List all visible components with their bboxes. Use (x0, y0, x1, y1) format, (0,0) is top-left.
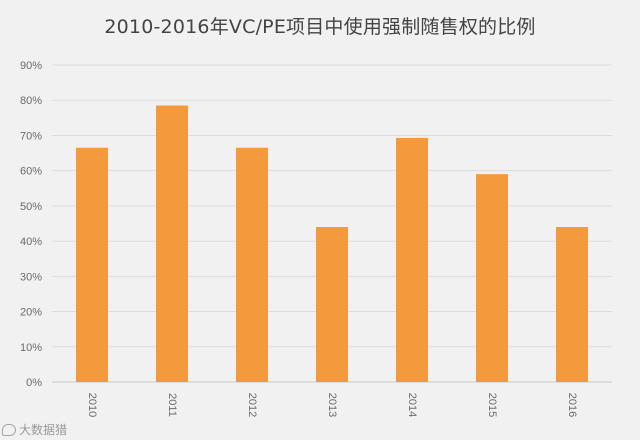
bar (316, 227, 348, 382)
y-tick-label: 50% (20, 201, 42, 213)
y-tick-label: 70% (20, 130, 42, 142)
y-tick-label: 60% (20, 166, 42, 178)
y-tick-label: 20% (20, 307, 42, 319)
x-tick-label: 2010 (86, 393, 98, 417)
bar (396, 137, 428, 382)
y-tick-label: 90% (20, 60, 42, 72)
bar (76, 147, 108, 382)
x-tick-label: 2015 (486, 393, 498, 417)
y-tick-label: 10% (20, 342, 42, 354)
y-tick-label: 40% (20, 236, 42, 248)
y-tick-label: 80% (20, 95, 42, 107)
chat-bubble-icon (2, 423, 16, 436)
watermark-text: 大数据猎 (19, 423, 68, 437)
bar (556, 227, 588, 382)
bar (156, 105, 188, 382)
x-tick-label: 2012 (246, 393, 258, 417)
x-tick-label: 2016 (566, 393, 578, 417)
x-tick-label: 2011 (166, 393, 178, 417)
y-tick-label: 0% (26, 377, 42, 389)
bar (476, 174, 508, 382)
bar (236, 147, 268, 382)
watermark: 大数据猎 (2, 421, 67, 438)
chart-title: 2010-2016年VC/PE项目中使用强制随售权的比例 (104, 16, 536, 38)
y-tick-label: 30% (20, 271, 42, 283)
x-tick-label: 2014 (406, 393, 418, 417)
x-tick-label: 2013 (326, 393, 338, 417)
